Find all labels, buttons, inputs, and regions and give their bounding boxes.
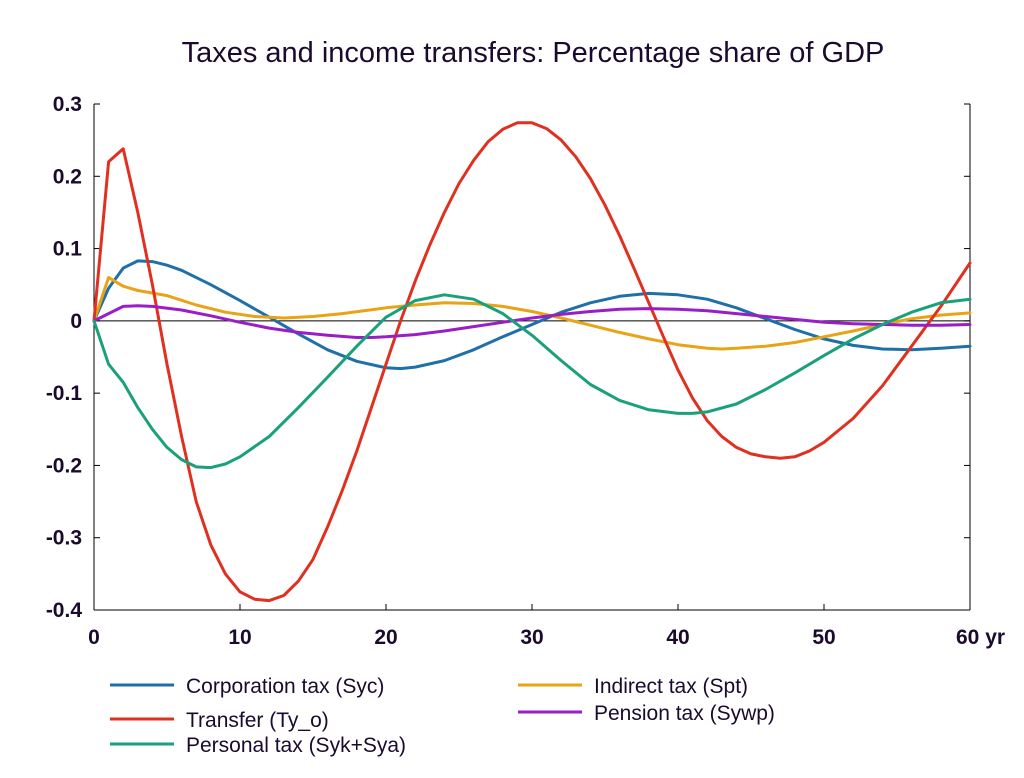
legend-label: Transfer (Ty_o) [186,709,329,732]
legend-label: Personal tax (Syk+Sya) [186,734,406,757]
legend-label: Pension tax (Sywp) [594,702,775,725]
x-tick-label: 10 [228,626,251,649]
y-tick-label: -0.3 [46,527,82,550]
y-tick-label: 0.2 [53,165,82,188]
series-line [92,293,972,470]
y-tick-label: 0 [70,310,82,333]
legend-label: Corporation tax (Syc) [186,675,384,698]
x-tick-label: 30 [520,626,543,649]
y-tick-label: -0.1 [46,382,83,405]
series-line [92,259,972,371]
x-tick-label: 0 [88,626,100,649]
legend: Corporation tax (Syc) Indirect tax (Spt) T… [110,675,775,757]
series-line [92,304,972,339]
y-tick-label: -0.2 [46,454,82,477]
series-line [92,276,972,351]
x-tick-label: 20 [374,626,397,649]
x-tick-label: 50 [812,626,835,649]
y-tick-label: 0.1 [53,238,83,261]
plot-area: 0.30.20.10-0.1-0.2-0.3-0.40 10 20 30 40 50 60 … [46,93,1005,649]
x-tick-label: 60 yr [956,626,1005,649]
series-line [92,121,972,603]
y-tick-label: -0.4 [46,599,83,622]
y-tick-label: 0.3 [53,93,82,116]
x-tick-label: 40 [666,626,689,649]
legend-label: Indirect tax (Spt) [594,675,748,698]
chart-title: Taxes and income transfers: Percentage s… [182,37,885,69]
